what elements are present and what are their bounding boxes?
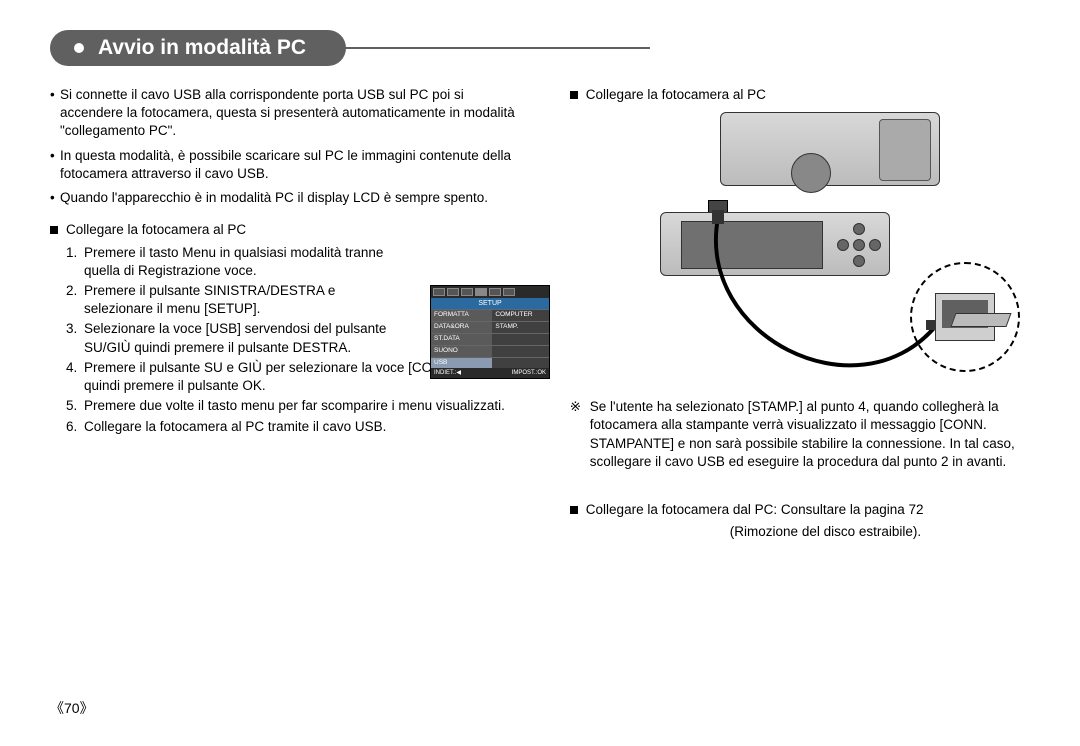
setup-title: SETUP (431, 298, 549, 309)
intro-text-2: In questa modalità, è possibile scaricar… (60, 147, 530, 183)
right-column: Collegare la fotocamera al PC (570, 86, 1030, 542)
usb-cable-icon (716, 216, 936, 376)
right-subhead-1: Collegare la fotocamera al PC (586, 86, 766, 104)
step-5: Premere due volte il tasto menu per far … (84, 397, 530, 415)
setup-cell: DATA&ORA (431, 322, 492, 333)
square-bullet-icon (570, 86, 586, 104)
step-1: Premere il tasto Menu in qualsiasi modal… (84, 244, 530, 280)
title-dot-icon (74, 43, 84, 53)
setup-cell (492, 358, 549, 369)
setup-cell (492, 334, 549, 345)
setup-cell: FORMATTA (431, 310, 492, 321)
intro-text-3: Quando l'apparecchio è in modalità PC il… (60, 189, 530, 207)
right-subhead-2-sub: (Rimozione del disco estraibile). (570, 523, 1030, 541)
setup-cell (492, 346, 549, 357)
step-num: 1. (66, 244, 84, 280)
step-num: 2. (66, 282, 84, 318)
bullet-dot-icon: • (50, 86, 60, 141)
setup-tabs (431, 286, 549, 298)
setup-cell: SUONO (431, 346, 492, 357)
setup-back-hint: INDIET.:◀ (434, 369, 461, 377)
setup-rows: FORMATTACOMPUTER DATA&ORASTAMP. ST.DATA … (431, 309, 549, 368)
pc-circle-icon (910, 262, 1020, 372)
step-num: 6. (66, 418, 84, 436)
step-6: Collegare la fotocamera al PC tramite il… (84, 418, 530, 436)
left-column: •Si connette il cavo USB alla corrispond… (50, 86, 530, 542)
setup-cell: COMPUTER (492, 310, 549, 321)
step-num: 5. (66, 397, 84, 415)
keyboard-icon (950, 313, 1011, 327)
square-bullet-icon (50, 221, 66, 239)
note-star-icon: ※ (570, 398, 590, 471)
bullet-dot-icon: • (50, 147, 60, 183)
step-num: 4. (66, 359, 84, 395)
setup-ok-hint: IMPOST.:OK (512, 369, 546, 377)
camera-top-icon (720, 112, 940, 186)
title-rule (328, 47, 650, 49)
warning-note: Se l'utente ha selezionato [STAMP.] al p… (590, 398, 1030, 471)
page-title: Avvio in modalità PC (98, 36, 306, 60)
left-subhead: Collegare la fotocamera al PC (66, 221, 246, 239)
intro-text-1: Si connette il cavo USB alla corrisponde… (60, 86, 530, 141)
connection-illustration (600, 112, 1020, 382)
title-pill: Avvio in modalità PC (50, 30, 346, 66)
square-bullet-icon (570, 501, 586, 519)
page-number: 《70》 (50, 698, 94, 718)
setup-cell-selected: USB (431, 358, 492, 369)
right-subhead-2: Collegare la fotocamera dal PC: Consulta… (586, 501, 924, 519)
setup-menu-screenshot: SETUP FORMATTACOMPUTER DATA&ORASTAMP. ST… (430, 285, 550, 379)
section-title-bar: Avvio in modalità PC (50, 30, 650, 66)
bullet-dot-icon: • (50, 189, 60, 207)
setup-cell: STAMP. (492, 322, 549, 333)
setup-footer: INDIET.:◀ IMPOST.:OK (431, 368, 549, 378)
setup-cell: ST.DATA (431, 334, 492, 345)
step-num: 3. (66, 320, 84, 356)
